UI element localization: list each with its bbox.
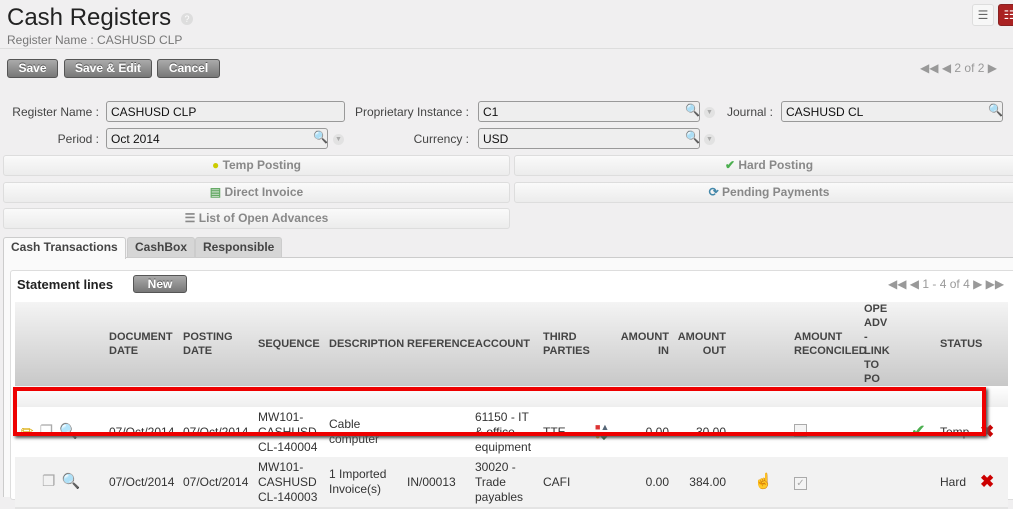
- page-subtitle: Register Name : CASHUSD CLP: [7, 33, 183, 47]
- third-party-shapes-icon[interactable]: ■▲ ●◆: [593, 407, 617, 457]
- edit-icon[interactable]: ✏: [21, 423, 34, 440]
- col-amount-out[interactable]: AMOUNT OUT: [671, 302, 728, 386]
- record-pager: ◀◀ ◀ 2 of 2 ▶: [920, 61, 997, 75]
- coins-icon: ●: [211, 158, 220, 172]
- statement-pager: ◀◀ ◀ 1 - 4 of 4 ▶ ▶▶: [888, 277, 1005, 291]
- register-name-input[interactable]: CASHUSD CLP: [106, 101, 345, 122]
- refresh-icon: ⟳: [708, 185, 719, 199]
- save-edit-button[interactable]: Save & Edit: [64, 59, 152, 78]
- dropdown-icon[interactable]: ▼: [333, 134, 344, 145]
- col-amount-in[interactable]: AMOUNT IN: [617, 302, 671, 386]
- col-posting-date[interactable]: POSTING DATE: [181, 302, 256, 386]
- currency-label: Currency :: [413, 132, 469, 146]
- col-ope-adv[interactable]: OPE ADV - LINK TO PO: [862, 302, 928, 386]
- hard-posting-button[interactable]: ✔ Hard Posting: [514, 155, 1013, 176]
- dropdown-icon[interactable]: ▼: [704, 134, 715, 145]
- statement-title: Statement lines: [17, 277, 114, 292]
- new-line-button[interactable]: New: [133, 275, 187, 293]
- table-row[interactable]: ❐ 🔍 07/Oct/2014 07/Oct/2014 MW101-CASHUSD…: [15, 457, 1008, 509]
- record-count: 2 of 2: [954, 61, 985, 75]
- check-icon: ✔: [910, 420, 926, 441]
- col-status[interactable]: STATUS: [928, 302, 982, 386]
- col-reference[interactable]: REFERENCE: [405, 302, 475, 386]
- divider: [0, 48, 1013, 49]
- help-icon[interactable]: ?: [181, 13, 193, 25]
- direct-invoice-button[interactable]: ▤ Direct Invoice: [3, 182, 510, 203]
- search-icon[interactable]: 🔍: [685, 130, 700, 144]
- period-label: Period :: [57, 132, 99, 146]
- col-reconciled[interactable]: AMOUNT RECONCILED: [788, 302, 867, 386]
- tab-responsible[interactable]: Responsible: [195, 237, 283, 257]
- duplicate-icon[interactable]: ❐: [42, 473, 56, 490]
- duplicate-icon[interactable]: ❐: [39, 423, 54, 440]
- open-advances-button[interactable]: ☰ List of Open Advances: [3, 208, 510, 229]
- proprietary-input[interactable]: C1: [478, 101, 700, 122]
- list-view-icon[interactable]: ☰: [972, 4, 994, 26]
- table-header: DOCUMENT DATE POSTING DATE SEQUENCE DESC…: [15, 302, 1008, 386]
- search-icon[interactable]: 🔍: [313, 130, 328, 144]
- reconciled-checkbox[interactable]: [794, 423, 807, 437]
- check-icon: ✔: [724, 158, 736, 172]
- statement-table: DOCUMENT DATE POSTING DATE SEQUENCE DESC…: [15, 302, 1008, 509]
- col-third-parties[interactable]: THIRD PARTIES: [541, 302, 593, 386]
- first-page-icon[interactable]: ◀◀: [920, 61, 939, 75]
- search-icon[interactable]: 🔍: [988, 103, 1003, 117]
- tab-cash-transactions[interactable]: Cash Transactions: [3, 237, 126, 259]
- list-icon: ☰: [184, 211, 196, 225]
- prev-page-icon[interactable]: ◀◀ ◀: [888, 277, 920, 291]
- prev-page-icon[interactable]: ◀: [941, 61, 952, 75]
- view-icon[interactable]: 🔍: [61, 473, 81, 490]
- invoice-hand-icon[interactable]: ☝: [754, 473, 773, 490]
- register-name-label: Register Name :: [12, 105, 99, 119]
- delete-icon[interactable]: ✖: [980, 471, 995, 491]
- temp-posting-button[interactable]: ● Temp Posting: [3, 155, 510, 176]
- delete-icon[interactable]: ✖: [980, 421, 995, 441]
- col-sequence[interactable]: SEQUENCE: [256, 302, 327, 386]
- document-add-icon: ▤: [209, 185, 222, 199]
- period-input[interactable]: Oct 2014: [106, 128, 328, 149]
- cancel-button[interactable]: Cancel: [157, 59, 220, 78]
- proprietary-label: Proprietary Instance :: [354, 105, 469, 119]
- currency-input[interactable]: USD: [478, 128, 700, 149]
- save-button[interactable]: Save: [7, 59, 58, 78]
- pending-payments-button[interactable]: ⟳ Pending Payments: [514, 182, 1013, 203]
- form-view-icon[interactable]: ☷: [998, 4, 1013, 26]
- journal-label: Journal :: [726, 105, 773, 119]
- col-account[interactable]: ACCOUNT: [473, 302, 541, 386]
- page-title: Cash Registers: [7, 4, 172, 31]
- next-page-icon[interactable]: ▶ ▶▶: [973, 277, 1005, 291]
- tab-cashbox[interactable]: CashBox: [127, 237, 196, 257]
- table-row[interactable]: ✏ ❐ 🔍 07/Oct/2014 07/Oct/2014 MW101-CASHUS…: [15, 407, 1008, 457]
- journal-input[interactable]: CASHUSD CL: [781, 101, 1003, 122]
- col-doc-date[interactable]: DOCUMENT DATE: [107, 302, 181, 386]
- next-page-icon[interactable]: ▶: [987, 61, 997, 75]
- view-icon[interactable]: 🔍: [59, 423, 78, 440]
- search-icon[interactable]: 🔍: [685, 103, 700, 117]
- col-description[interactable]: DESCRIPTION: [327, 302, 405, 386]
- reconciled-checkbox[interactable]: ✓: [794, 476, 807, 490]
- dropdown-icon[interactable]: ▼: [704, 107, 715, 118]
